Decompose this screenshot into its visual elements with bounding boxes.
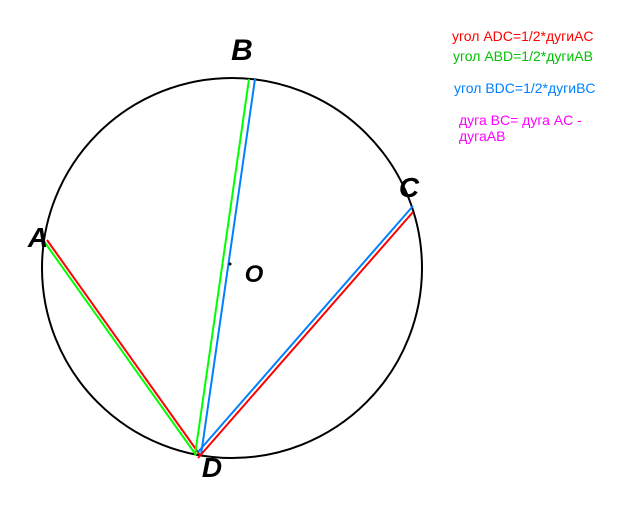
point-label-a: A: [28, 222, 48, 254]
center-dot: [229, 263, 232, 266]
equation-text: угол BDC=1/2*дугиBC: [454, 80, 596, 96]
point-label-c: C: [399, 172, 419, 204]
equation-text: угол ABD=1/2*дугиAB: [453, 48, 593, 64]
chord-line: [43, 240, 196, 455]
chord-line: [195, 79, 249, 455]
equation-text: угол ADC=1/2*дугиAC: [452, 28, 594, 44]
point-label-d: D: [202, 452, 222, 484]
point-label-b: B: [231, 34, 253, 68]
chord-line: [198, 206, 413, 452]
equation-text: дуга BC= дуга AC - дугаAB: [459, 112, 582, 144]
chord-line: [47, 240, 200, 455]
point-label-o: O: [245, 261, 264, 289]
